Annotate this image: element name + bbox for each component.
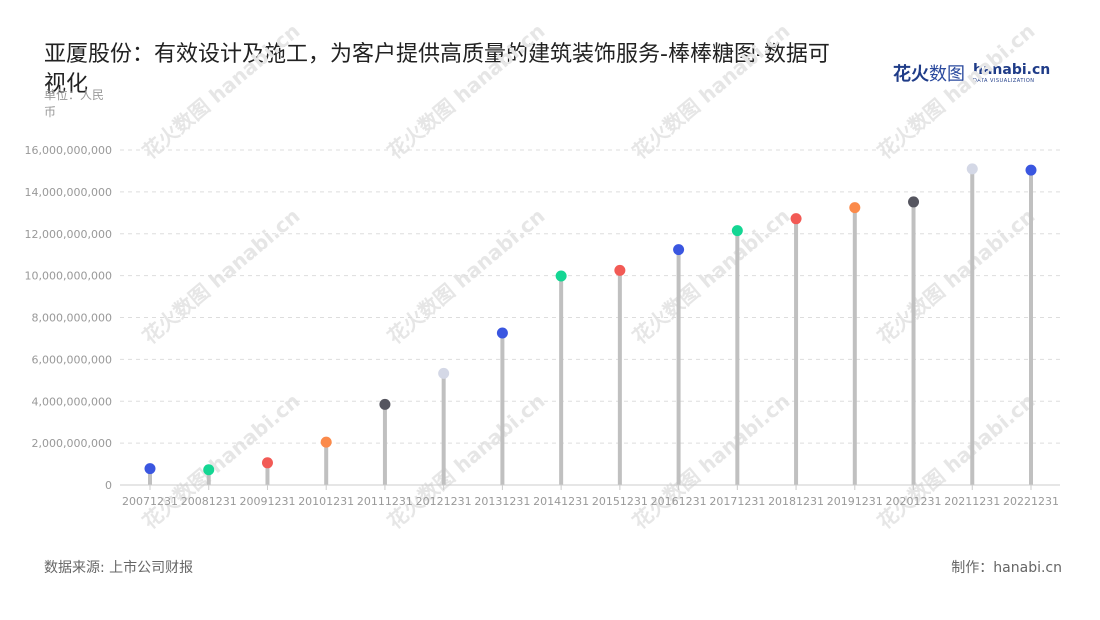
x-tick-label-20141231: 20141231 (533, 495, 589, 508)
y-tick-label-6: 12,000,000,000 (25, 228, 112, 241)
lollipop-dot-20221231 (1025, 164, 1037, 176)
y-tick-label-0: 0 (105, 479, 112, 492)
watermark-11: 花火数图 hanabi.cn (873, 389, 1040, 534)
data-source: 数据来源: 上市公司财报 (44, 560, 194, 576)
lollipop-dot-20071231 (144, 463, 156, 475)
lollipop-dot-20181231 (790, 213, 802, 225)
watermark-8: 花火数图 hanabi.cn (138, 389, 305, 534)
lollipop-dot-20081231 (203, 464, 215, 476)
lollipop-dot-20091231 (261, 457, 273, 469)
credit-label: 制作：hanabi.cn (951, 560, 1062, 576)
x-tick-label-20211231: 20211231 (944, 495, 1000, 508)
logo-cn-text: 花火数图 (893, 64, 965, 85)
lollipop-dot-20171231 (731, 225, 743, 237)
unit-label: 单位：人民币 (44, 88, 105, 119)
y-tick-label-5: 10,000,000,000 (25, 270, 112, 283)
watermark-7: 花火数图 hanabi.cn (873, 204, 1040, 349)
brand-logo: 花火数图 hanabi.cn DATA VISUALIZATION (893, 60, 1050, 86)
y-tick-label-2: 4,000,000,000 (32, 395, 112, 408)
x-tick-label-20111231: 20111231 (357, 495, 413, 508)
logo-en-subtext: DATA VISUALIZATION (973, 77, 1035, 84)
dots-layer (144, 163, 1037, 476)
lollipop-dot-20211231 (966, 163, 978, 175)
lollipop-dot-20201231 (908, 196, 920, 208)
watermark-3: 花火数图 hanabi.cn (873, 19, 1040, 164)
x-tick-label-20221231: 20221231 (1003, 495, 1059, 508)
lollipop-dot-20101231 (320, 436, 332, 448)
x-tick-label-20071231: 20071231 (122, 495, 178, 508)
watermark-layer: 花火数图 hanabi.cn 花火数图 hanabi.cn 花火数图 hanabi.… (138, 19, 1040, 534)
lollipop-dot-20151231 (614, 264, 626, 276)
logo-en-text: hanabi.cn (973, 61, 1051, 78)
watermark-1: 花火数图 hanabi.cn (383, 19, 550, 164)
x-tick-label-20171231: 20171231 (709, 495, 765, 508)
lollipop-dot-20131231 (496, 327, 508, 339)
x-tick-label-20181231: 20181231 (768, 495, 824, 508)
watermark-5: 花火数图 hanabi.cn (383, 204, 550, 349)
x-tick-label-20081231: 20081231 (181, 495, 237, 508)
watermark-6: 花火数图 hanabi.cn (628, 204, 795, 349)
x-tick-label-20191231: 20191231 (827, 495, 883, 508)
x-tick-label-20151231: 20151231 (592, 495, 648, 508)
lollipop-dot-20121231 (438, 367, 450, 379)
watermark-4: 花火数图 hanabi.cn (138, 204, 305, 349)
watermark-9: 花火数图 hanabi.cn (383, 389, 550, 534)
y-tick-label-1: 2,000,000,000 (32, 437, 112, 450)
x-tick-label-20091231: 20091231 (239, 495, 295, 508)
x-axis-ticks: 20071231 20081231 20091231 20101231 20111231… (122, 485, 1059, 508)
x-tick-label-20131231: 20131231 (474, 495, 530, 508)
y-tick-label-7: 14,000,000,000 (25, 186, 112, 199)
y-tick-label-4: 8,000,000,000 (32, 312, 112, 325)
lollipop-dot-20141231 (555, 270, 567, 282)
x-tick-label-20161231: 20161231 (651, 495, 707, 508)
y-tick-label-3: 6,000,000,000 (32, 353, 112, 366)
watermark-0: 花火数图 hanabi.cn (138, 19, 305, 164)
stems-layer (148, 168, 1033, 485)
chart-title: 亚厦股份：有效设计及施工，为客户提供高质量的建筑装饰服务-棒棒糖图-数据可视化 (44, 42, 830, 97)
watermark-2: 花火数图 hanabi.cn (628, 19, 795, 164)
x-tick-label-20121231: 20121231 (416, 495, 472, 508)
x-tick-label-20101231: 20101231 (298, 495, 354, 508)
logo-en-block: hanabi.cn DATA VISUALIZATION (973, 63, 1050, 84)
y-axis-ticks: 0 2,000,000,000 4,000,000,000 6,000,000,000… (25, 144, 112, 492)
y-tick-label-8: 16,000,000,000 (25, 144, 112, 157)
x-tick-label-20201231: 20201231 (886, 495, 942, 508)
lollipop-dot-20161231 (673, 244, 685, 256)
lollipop-dot-20191231 (849, 202, 861, 214)
lollipop-dot-20111231 (379, 398, 391, 410)
watermark-10: 花火数图 hanabi.cn (628, 389, 795, 534)
